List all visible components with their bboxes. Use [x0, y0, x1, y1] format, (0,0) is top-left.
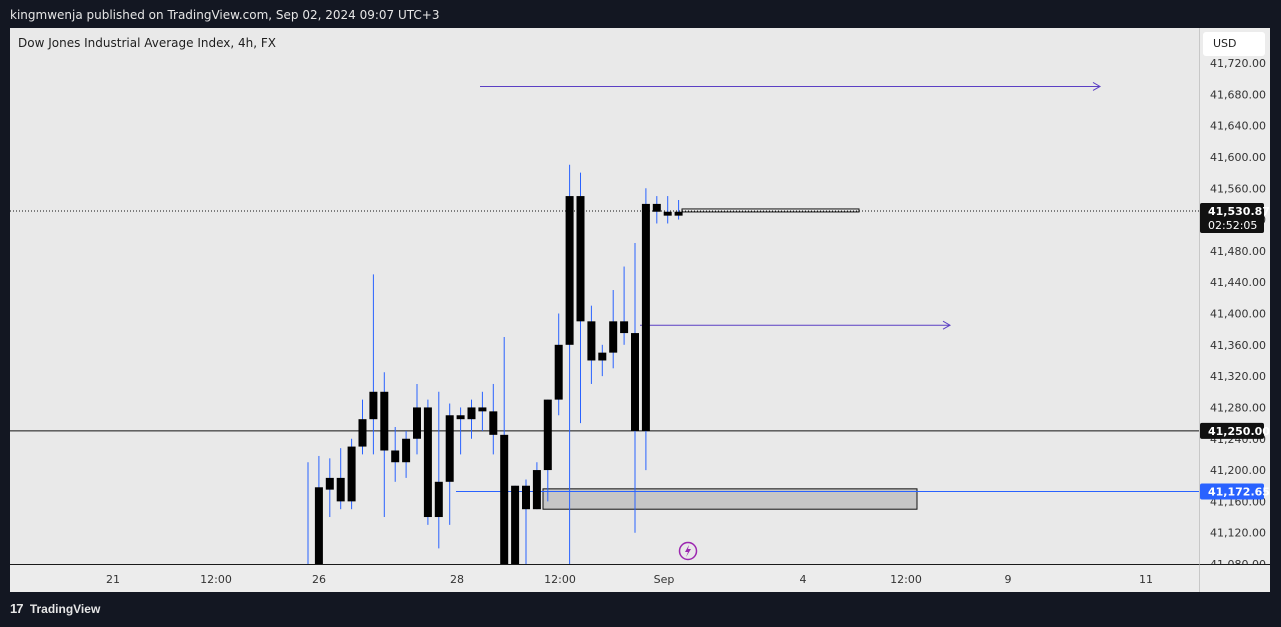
- time-tick-label: 12:00: [890, 573, 922, 586]
- price-tick-label: 41,200.00: [1210, 464, 1266, 477]
- last-price-badge: [1200, 203, 1264, 234]
- demand-zone-rect: [542, 488, 918, 510]
- candle-body: [576, 196, 585, 322]
- price-tick-label: 41,400.00: [1210, 308, 1266, 321]
- candle-body: [391, 450, 400, 463]
- candle-body: [358, 419, 367, 447]
- price-tick-label: 41,360.00: [1210, 339, 1266, 352]
- candle-body: [511, 485, 520, 564]
- level-label-41172: 41,172.65: [1208, 485, 1270, 498]
- candle-body: [500, 434, 509, 564]
- candle-body: [631, 333, 639, 431]
- candle-body: [445, 415, 454, 482]
- candle-body: [456, 415, 465, 420]
- candle-body: [489, 411, 498, 435]
- candle-body: [380, 391, 389, 451]
- time-tick-label: 21: [106, 573, 120, 586]
- candle-body: [620, 321, 629, 334]
- publish-info: kingmwenja published on TradingView.com,…: [10, 8, 440, 22]
- time-tick-label: 4: [800, 573, 807, 586]
- lightning-icon: [678, 541, 698, 561]
- candle-body: [554, 344, 563, 400]
- price-tick-label: 41,680.00: [1210, 88, 1266, 101]
- candle-body: [347, 446, 356, 502]
- candle-body: [565, 196, 574, 345]
- candle-body: [674, 211, 683, 216]
- candle-body: [336, 477, 345, 502]
- time-tick-label: 12:00: [544, 573, 576, 586]
- candle-body: [532, 470, 541, 510]
- symbol-title: Dow Jones Industrial Average Index, 4h, …: [18, 36, 276, 50]
- candle-body: [543, 399, 552, 471]
- candle-body: [652, 203, 661, 212]
- time-tick-label: 11: [1139, 573, 1153, 586]
- lightning-icon-bolt: [685, 545, 691, 557]
- candle-body: [598, 352, 607, 361]
- price-tick-label: 41,720.00: [1210, 57, 1266, 70]
- last-price-label: 41,530.87: [1208, 205, 1270, 218]
- currency-button[interactable]: USD: [1203, 32, 1265, 56]
- time-axis-labels: 21 12:00 26 28 12:00 Sep 4 12:00 9 11: [106, 573, 1153, 586]
- price-tick-label: 41,560.00: [1210, 182, 1266, 195]
- candle-body: [467, 407, 476, 420]
- price-axis-labels: 41,080.0041,120.0041,160.0041,200.0041,2…: [1200, 57, 1270, 571]
- candle-body: [369, 391, 378, 420]
- candle-body: [522, 485, 530, 510]
- time-axis[interactable]: 21 12:00 26 28 12:00 Sep 4 12:00 9 11: [10, 564, 1199, 592]
- price-tick-label: 41,480.00: [1210, 245, 1266, 258]
- candle-body: [314, 487, 323, 564]
- footer-brand-label: TradingView: [29, 602, 101, 616]
- axis-corner: [1199, 564, 1270, 592]
- price-tick-label: 41,320.00: [1210, 370, 1266, 383]
- price-tick-label: 41,600.00: [1210, 151, 1266, 164]
- candle-body: [641, 203, 650, 431]
- target-arrow-middle-head: [942, 320, 952, 330]
- countdown-label: 02:52:05: [1208, 219, 1257, 232]
- candle-body: [413, 407, 421, 439]
- price-tick-label: 41,640.00: [1210, 120, 1266, 133]
- last-price-rect: [681, 208, 860, 213]
- candle-body: [423, 407, 432, 518]
- candle-body: [587, 321, 596, 361]
- time-tick-label: 28: [450, 573, 464, 586]
- time-tick-label: 9: [1005, 573, 1012, 586]
- level-badge-41250: [1200, 422, 1264, 439]
- price-axis[interactable]: 41,080.0041,120.0041,160.0041,200.0041,2…: [1199, 28, 1270, 591]
- price-tick-label: 41,120.00: [1210, 527, 1266, 540]
- level-badge-41172: [1200, 483, 1264, 500]
- candle-body: [478, 407, 487, 412]
- candle-body: [434, 481, 443, 518]
- time-tick-label: Sep: [654, 573, 675, 586]
- candle-body: [663, 211, 672, 216]
- level-label-41250: 41,250.00: [1208, 425, 1270, 438]
- candle-body: [609, 321, 618, 353]
- candle-body: [325, 477, 334, 490]
- candlestick-chart[interactable]: [10, 28, 1199, 564]
- top-bar: kingmwenja published on TradingView.com,…: [0, 0, 1281, 28]
- price-tick-label: 41,440.00: [1210, 276, 1266, 289]
- time-tick-label: 26: [312, 573, 326, 586]
- target-arrow-upper-head: [1092, 82, 1102, 91]
- footer-brand: 17 TradingView: [10, 601, 100, 616]
- chart-plot-area[interactable]: [10, 28, 1199, 564]
- candle-body: [402, 438, 411, 463]
- tradingview-logo-icon: 17: [10, 601, 24, 616]
- price-tick-label: 41,280.00: [1210, 401, 1266, 414]
- time-tick-label: 12:00: [200, 573, 232, 586]
